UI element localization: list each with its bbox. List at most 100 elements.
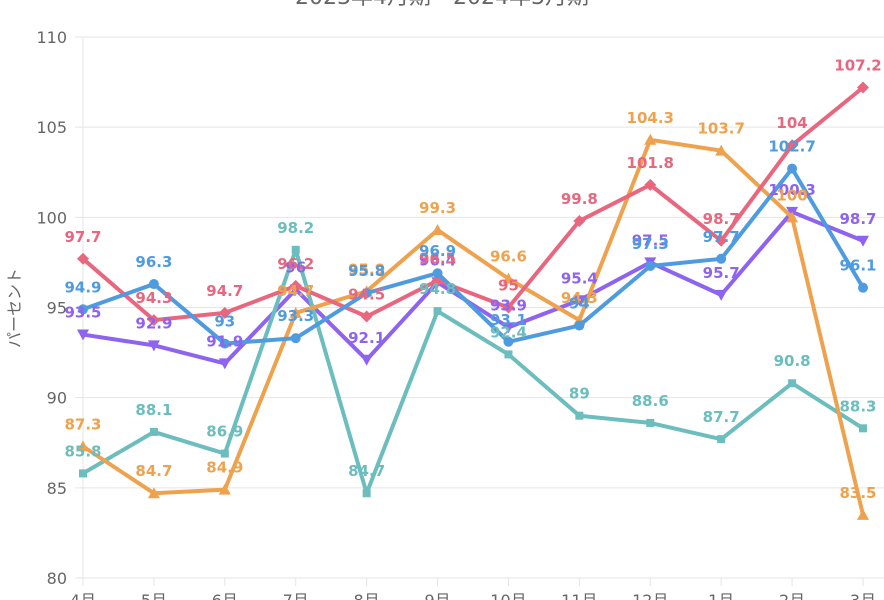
x-tick-label: 11月 [561, 591, 597, 600]
y-axis-label: パーセント [5, 268, 24, 348]
data-label: 95.7 [703, 264, 740, 282]
data-point [786, 211, 799, 223]
data-point [218, 306, 231, 319]
data-label: 99.3 [419, 199, 456, 217]
series-line-3 [81, 137, 865, 517]
data-label: 104.3 [627, 109, 674, 127]
x-tick-label: 12月 [632, 591, 668, 600]
data-label: 103.7 [697, 120, 744, 138]
data-label: 94.3 [135, 289, 172, 307]
data-point [504, 350, 513, 359]
data-label: 93.9 [490, 296, 527, 314]
data-point [644, 133, 657, 145]
series-line-2 [81, 247, 865, 496]
x-tick-label: 9月 [424, 591, 450, 600]
data-label: 96.2 [277, 255, 314, 273]
data-point [573, 295, 586, 307]
series-line-4 [81, 85, 865, 323]
x-tick-label: 2月 [779, 591, 805, 600]
data-point [573, 214, 586, 227]
data-label: 95.9 [348, 260, 385, 278]
data-point [77, 440, 89, 452]
data-label: 92.9 [135, 314, 172, 332]
data-point [77, 252, 89, 265]
data-label: 104 [776, 114, 807, 132]
data-point [78, 304, 88, 315]
data-label: 95.8 [348, 262, 385, 280]
data-label: 95 [498, 277, 519, 295]
data-label: 95.4 [561, 269, 598, 287]
y-tick-label: 80 [47, 569, 67, 588]
data-label: 86.9 [206, 423, 243, 441]
data-point [361, 288, 372, 299]
data-label: 88.3 [839, 397, 876, 415]
series-3 [77, 133, 869, 520]
y-tick-label: 90 [47, 389, 67, 408]
data-point [218, 483, 231, 495]
data-point [644, 178, 657, 191]
data-label: 93.5 [64, 304, 101, 322]
data-point [786, 139, 799, 152]
data-label: 84.7 [348, 462, 385, 480]
data-label: 94.7 [206, 282, 243, 300]
y-tick-label: 85 [47, 479, 67, 498]
data-label: 94.8 [419, 280, 456, 298]
data-label: 87.3 [64, 415, 101, 433]
data-label: 94.7 [277, 282, 314, 300]
series-5 [78, 163, 868, 349]
data-label: 90.8 [774, 352, 811, 370]
data-point [431, 223, 444, 235]
data-label: 94.9 [64, 278, 101, 296]
data-point [502, 272, 515, 284]
y-axis-ticks: 80 85 90 95 100 105 110 [36, 28, 67, 588]
data-label: 97.7 [64, 228, 101, 246]
data-point [717, 435, 726, 444]
data-point [857, 508, 869, 520]
data-label: 94.3 [561, 289, 598, 307]
data-label: 96.6 [490, 248, 527, 266]
y-tick-label: 100 [36, 208, 67, 227]
data-point [787, 163, 798, 174]
data-label: 102.7 [768, 138, 815, 156]
data-label: 96.3 [135, 253, 172, 271]
data-point [433, 307, 442, 316]
data-point [646, 418, 655, 427]
data-label: 85.8 [64, 442, 101, 460]
data-point [716, 253, 727, 264]
x-tick-label: 4月 [70, 591, 96, 600]
data-label: 100.3 [768, 181, 815, 199]
data-point [503, 336, 514, 347]
y-tick-label: 105 [36, 118, 67, 137]
data-point [147, 340, 160, 352]
x-tick-label: 6月 [212, 591, 238, 600]
data-label: 88.6 [632, 392, 669, 410]
data-point [289, 306, 302, 318]
data-label: 83.5 [839, 484, 876, 502]
data-point [290, 333, 301, 344]
y-tick-label: 110 [36, 28, 67, 47]
data-label: 96.1 [839, 257, 876, 275]
data-point [858, 282, 868, 293]
data-point [148, 279, 159, 290]
data-point [291, 245, 300, 254]
data-label: 98.7 [703, 210, 740, 228]
data-label: 84.7 [135, 462, 172, 480]
data-label: 100 [776, 186, 807, 204]
data-label: 97.3 [632, 235, 669, 253]
data-point [147, 314, 160, 327]
data-label: 97.5 [632, 231, 669, 249]
data-label: 96.9 [419, 242, 456, 260]
data-point [502, 322, 515, 334]
data-label: 93 [214, 313, 235, 331]
x-tick-label: 5月 [141, 591, 167, 600]
x-tick-label: 8月 [354, 591, 380, 600]
data-label: 96 [285, 258, 306, 276]
chart-title: 2023年4月期 - 2024年3月期 [295, 0, 589, 10]
data-point [432, 268, 443, 279]
data-label: 99.8 [561, 190, 598, 208]
data-point [575, 411, 584, 420]
series-lines [77, 81, 869, 520]
data-point [362, 489, 371, 498]
data-label: 97.7 [703, 228, 740, 246]
series-2 [79, 245, 867, 498]
